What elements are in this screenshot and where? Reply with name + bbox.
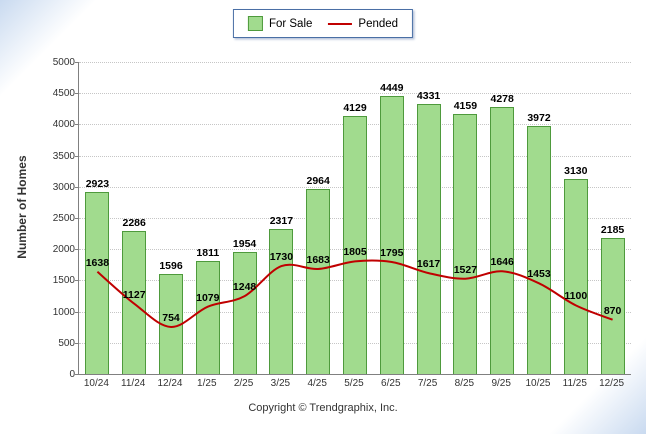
line-value-label: 1805 [343,246,367,259]
bar-value-label: 2317 [269,215,294,228]
bar-for-sale [416,103,441,374]
x-tick-label: 10/24 [83,378,109,389]
y-tick-label: 2000 [52,244,75,256]
pended-line-icon [328,22,353,25]
bar-value-label: 4278 [490,93,514,106]
y-tick-mark [75,186,79,188]
y-tick-label: 2500 [52,213,75,224]
y-tick-mark [75,124,79,126]
copyright-text: Copyright © Trendgraphix, Inc. [248,402,398,414]
bar-for-sale [453,114,478,374]
gridline [79,93,631,95]
y-tick-mark [75,62,79,63]
x-axis-labels: 10/24 11/24 12/24 1/25 2/25 3/25 4/25 5/25 6/25 7… [78,378,630,392]
line-value-label: 1646 [490,256,514,269]
bar-for-sale [195,260,220,374]
line-value-label: 1638 [85,256,110,269]
y-tick-label: 3000 [52,181,75,193]
y-tick-label: 5000 [52,57,75,68]
line-value-label: 1079 [196,291,220,304]
legend-item-pended: Pended [328,18,398,30]
x-tick-label: 5/25 [344,378,364,389]
x-tick-label: 11/24 [121,378,146,389]
bar-value-label: 4449 [380,82,404,95]
bar-for-sale [490,107,515,374]
y-tick-label: 1000 [52,306,75,318]
y-tick-mark [75,155,79,157]
line-value-label: 870 [603,304,622,317]
line-value-label: 1527 [453,263,478,276]
y-tick-mark [75,249,79,251]
y-tick-mark [75,218,79,219]
line-value-label: 754 [162,311,180,324]
x-tick-label: 6/25 [381,378,401,389]
x-tick-label: 9/25 [491,378,511,389]
bar-for-sale [306,189,331,374]
bar-value-label: 2185 [600,223,625,236]
chart-legend: For Sale Pended [232,9,414,38]
bar-value-label: 2964 [306,175,330,188]
bar-for-sale [85,191,110,374]
bar-value-label: 1811 [196,246,220,259]
x-tick-label: 4/25 [307,378,327,389]
for-sale-swatch-icon [247,16,263,31]
bar-value-label: 1954 [232,238,257,251]
y-axis-title: Number of Homes [15,155,29,259]
bar-value-label: 2286 [122,217,146,230]
y-tick-mark [75,342,79,344]
gridline [79,62,631,63]
bar-for-sale [122,231,147,374]
x-tick-label: 12/25 [599,378,625,389]
y-tick-label: 500 [58,337,75,349]
line-value-label: 1100 [564,290,588,303]
y-tick-mark [75,280,79,282]
line-value-label: 1795 [380,246,404,259]
bar-for-sale [232,252,257,374]
y-tick-label: 4000 [52,119,75,131]
line-value-label: 1248 [232,281,257,294]
line-value-label: 1127 [122,288,146,301]
x-tick-label: 7/25 [417,378,438,389]
bar-value-label: 3972 [527,112,551,125]
y-tick-label: 4500 [52,88,75,100]
y-tick-mark [75,374,79,375]
bar-value-label: 4331 [416,89,441,102]
y-tick-label: 1500 [52,275,75,287]
y-tick-mark [75,93,79,95]
line-value-label: 1453 [527,268,551,281]
bar-value-label: 4159 [453,100,478,113]
x-tick-label: 1/25 [197,378,217,389]
bar-value-label: 4129 [343,102,367,115]
y-tick-label: 0 [69,369,75,380]
legend-item-for-sale: For Sale [247,16,313,31]
bar-value-label: 1596 [159,260,183,273]
bar-for-sale [343,116,367,374]
plot-area: 0 500 1000 1500 2000 2500 3000 3500 4000 4500 5000… [53,57,631,380]
bar-for-sale [379,96,404,374]
x-tick-label: 2/25 [233,378,254,389]
line-value-label: 1617 [416,258,441,271]
bar-for-sale [159,274,183,374]
bar-for-sale [527,126,551,374]
legend-pended-label: Pended [358,17,399,30]
x-tick-label: 12/24 [157,378,183,389]
bar-for-sale [563,178,588,374]
line-value-label: 1683 [306,253,330,266]
y-tick-mark [75,311,79,313]
x-tick-label: 11/25 [562,378,587,389]
legend-for-sale-label: For Sale [268,17,313,30]
bar-value-label: 2923 [85,177,110,190]
x-tick-label: 8/25 [454,378,475,389]
x-tick-label: 10/25 [525,378,551,389]
bar-value-label: 3130 [564,164,588,177]
line-value-label: 1730 [269,251,294,264]
y-tick-label: 3500 [52,150,75,162]
x-tick-label: 3/25 [270,378,291,389]
